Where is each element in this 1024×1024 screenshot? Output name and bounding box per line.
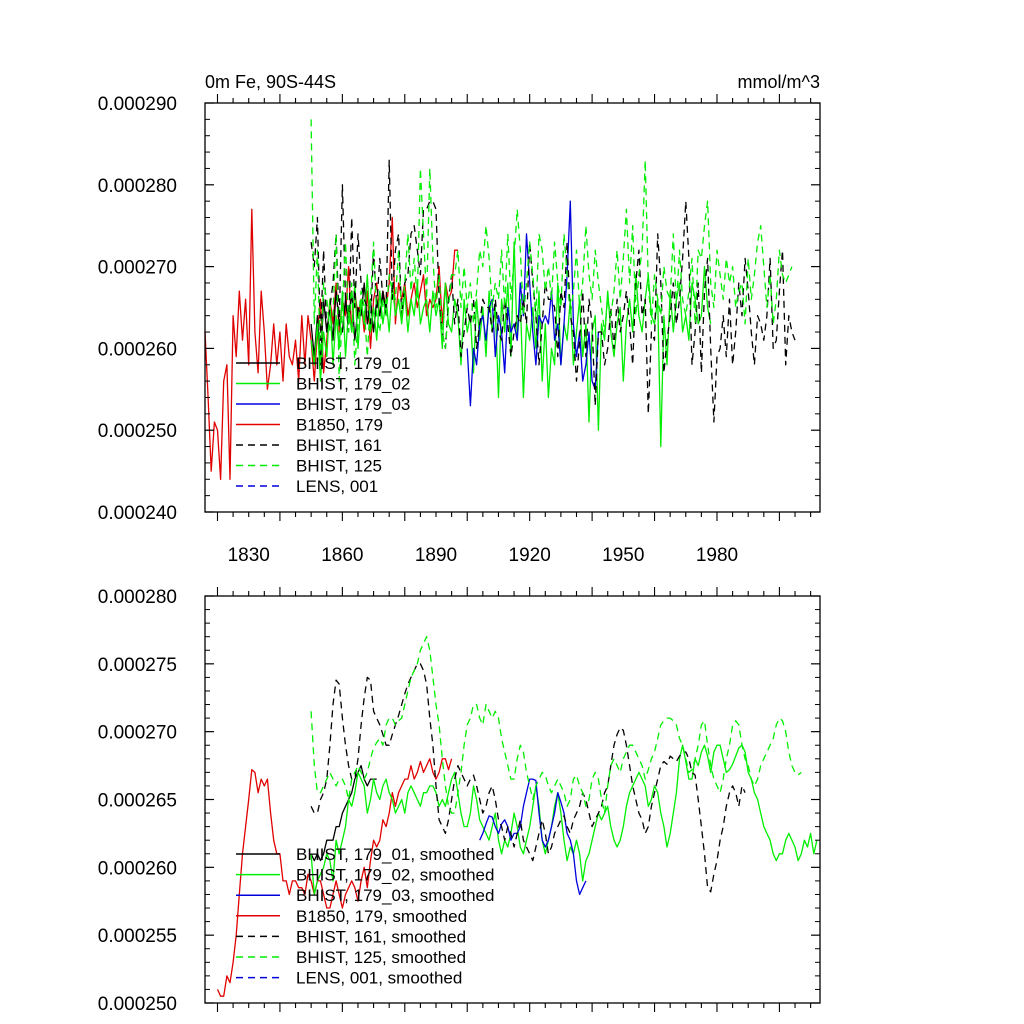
- y-tick-label: 0.000290: [98, 94, 177, 115]
- y-tick-label: 0.000250: [98, 421, 177, 442]
- series-line-bhist-161-smoothed: [310, 663, 746, 893]
- x-tick-label: 1890: [415, 545, 457, 566]
- top-panel: 0m Fe, 90S-44S mmol/m^3 BHIST, 179_01BHI…: [98, 72, 821, 566]
- series-line-bhist-125: [310, 119, 793, 382]
- legend-label-bhist-179-02-smoothed: BHIST, 179_02, smoothed: [296, 866, 494, 885]
- bottom-legend: BHIST, 179_01, smoothed BHIST, 179_02, sm…: [236, 845, 494, 988]
- y-tick-label: 0.000240: [98, 503, 177, 524]
- legend-label-lens-001: LENS, 001: [296, 477, 378, 496]
- legend-label-bhist-161: BHIST, 161: [296, 436, 382, 455]
- y-tick-label: 0.000255: [98, 926, 177, 947]
- y-tick-label: 0.000250: [98, 994, 177, 1015]
- y-tick-label: 0.000280: [98, 176, 177, 197]
- x-tick-label: 1950: [602, 545, 644, 566]
- series-line-bhist-125-smoothed: [310, 636, 802, 814]
- bottom-panel: BHIST, 179_01, smoothed BHIST, 179_02, sm…: [98, 587, 821, 1015]
- y-tick-label: 0.000270: [98, 723, 177, 744]
- legend-label-lens-001-smoothed: LENS, 001, smoothed: [296, 969, 462, 988]
- top-axes: 0.000240 0.000250 0.000260 0.000270 0.000280…: [98, 94, 821, 566]
- series-line-bhist-161: [310, 159, 796, 423]
- legend-label-b1850-179: B1850, 179: [296, 416, 383, 435]
- x-tick-label: 1860: [321, 545, 363, 566]
- top-chart-title: 0m Fe, 90S-44S: [205, 72, 336, 92]
- x-tick-label: 1920: [509, 545, 551, 566]
- legend-label-bhist-179-02: BHIST, 179_02: [296, 375, 410, 394]
- series-line-b1850-179-smoothed: [216, 758, 453, 997]
- legend-label-bhist-125-smoothed: BHIST, 125, smoothed: [296, 948, 466, 967]
- y-tick-label: 0.000260: [98, 339, 177, 360]
- bottom-plot-lines: [216, 636, 818, 997]
- legend-label-bhist-179-03: BHIST, 179_03: [296, 395, 410, 414]
- top-plot-lines: [204, 119, 796, 480]
- legend-label-b1850-179-smoothed: B1850, 179, smoothed: [296, 907, 467, 926]
- x-tick-label: 1830: [228, 545, 270, 566]
- plot-frame: [204, 102, 821, 513]
- y-tick-label: 0.000280: [98, 587, 177, 608]
- series-line-bhist-179-01-smoothed: [310, 764, 377, 862]
- legend-label-bhist-125: BHIST, 125: [296, 457, 382, 476]
- series-line-bhist-179-02-smoothed: [310, 744, 818, 896]
- bottom-axes: 0.000250 0.000255 0.000260 0.000265 0.000270…: [98, 587, 821, 1015]
- legend-label-bhist-179-01-smoothed: BHIST, 179_01, smoothed: [296, 845, 494, 864]
- legend-label-bhist-179-03-smoothed: BHIST, 179_03, smoothed: [296, 886, 494, 905]
- x-tick-label: 1980: [696, 545, 738, 566]
- y-tick-label: 0.000260: [98, 858, 177, 879]
- y-tick-label: 0.000275: [98, 655, 177, 676]
- series-line-bhist-179-03-smoothed: [479, 778, 587, 896]
- legend-label-bhist-179-01: BHIST, 179_01: [296, 354, 410, 373]
- y-tick-label: 0.000265: [98, 791, 177, 812]
- legend-label-bhist-161-smoothed: BHIST, 161, smoothed: [296, 927, 466, 946]
- y-tick-label: 0.000270: [98, 258, 177, 279]
- top-chart-units: mmol/m^3: [738, 72, 820, 92]
